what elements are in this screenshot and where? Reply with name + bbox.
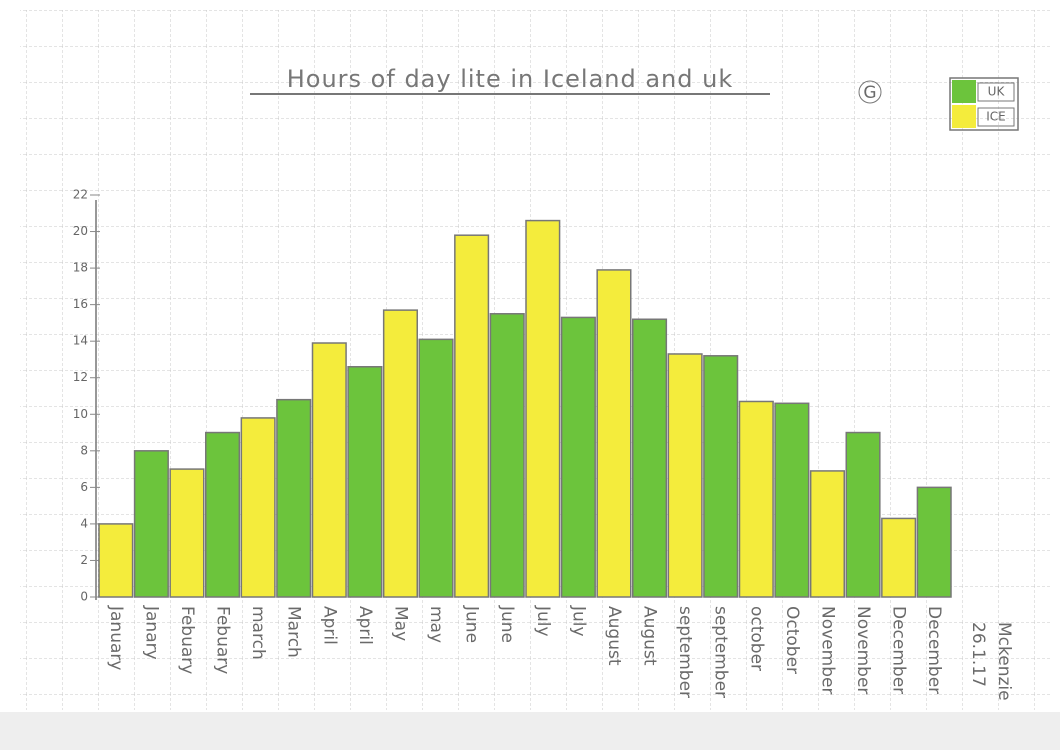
x-tick-label: october bbox=[746, 606, 766, 671]
bar bbox=[703, 355, 739, 598]
legend-label: ICE bbox=[986, 110, 1006, 124]
x-tick-label: December bbox=[924, 606, 944, 694]
bar bbox=[382, 309, 418, 598]
chart-title: Hours of day lite in Iceland and uk bbox=[287, 65, 734, 93]
y-tick-label: 4 bbox=[80, 516, 88, 530]
legend: UK ICE bbox=[949, 77, 1019, 131]
bar bbox=[489, 313, 525, 598]
y-tick-label: 0 bbox=[80, 590, 88, 604]
y-tick-label: 18 bbox=[73, 261, 88, 275]
legend-swatch bbox=[952, 80, 976, 103]
x-tick-label: Janary bbox=[141, 605, 161, 660]
x-tick-label: May bbox=[390, 606, 410, 641]
grade-circle bbox=[858, 80, 882, 104]
y-tick-label: 6 bbox=[80, 480, 88, 494]
x-tick-label: January bbox=[106, 605, 126, 670]
x-tick-label: march bbox=[248, 606, 268, 660]
x-tick-label: Febuary bbox=[177, 606, 197, 674]
bar bbox=[738, 400, 774, 598]
bar bbox=[169, 468, 205, 598]
annotation: Mckenzie bbox=[994, 622, 1014, 701]
bar bbox=[454, 234, 490, 598]
y-tick-label: 16 bbox=[73, 297, 88, 311]
x-tick-label: June bbox=[497, 605, 517, 643]
y-tick-label: 8 bbox=[80, 443, 88, 457]
bar bbox=[347, 366, 383, 598]
bar bbox=[311, 342, 347, 598]
y-tick-label: 20 bbox=[73, 224, 88, 238]
bar bbox=[418, 338, 454, 598]
x-tick-label: December bbox=[889, 606, 909, 694]
bar bbox=[809, 470, 846, 598]
x-tick-label: June bbox=[462, 605, 482, 643]
bar bbox=[916, 486, 952, 598]
x-tick-label: April bbox=[319, 606, 339, 645]
y-tick-label: 22 bbox=[73, 188, 88, 202]
bar bbox=[845, 431, 881, 598]
bar bbox=[774, 402, 810, 598]
x-tick-label: November bbox=[853, 606, 873, 694]
y-tick-label: 12 bbox=[73, 370, 88, 384]
y-tick-label: 14 bbox=[73, 334, 88, 348]
bar bbox=[525, 219, 561, 598]
x-tick-label: August bbox=[604, 606, 624, 666]
bar bbox=[667, 353, 703, 598]
bar bbox=[560, 316, 596, 598]
x-tick-label: August bbox=[640, 606, 660, 666]
bar bbox=[98, 523, 134, 598]
legend-swatch bbox=[952, 105, 976, 128]
bar bbox=[596, 269, 632, 598]
x-tick-label: October bbox=[782, 606, 802, 674]
x-tick-label: may bbox=[426, 606, 446, 643]
x-tick-label: Febuary bbox=[213, 606, 233, 674]
bar bbox=[133, 450, 169, 598]
bar bbox=[881, 517, 917, 598]
annotation: 26.1.17 bbox=[968, 622, 988, 687]
x-tick-label: April bbox=[355, 606, 375, 645]
bar bbox=[276, 398, 312, 598]
legend-box bbox=[977, 107, 1015, 127]
legend-label: UK bbox=[988, 85, 1006, 99]
paper-edge bbox=[0, 712, 1060, 750]
bar bbox=[632, 318, 668, 598]
x-tick-label: March bbox=[284, 606, 304, 658]
y-tick-label: 2 bbox=[80, 553, 88, 567]
x-tick-label: september bbox=[675, 606, 695, 698]
x-tick-label: september bbox=[711, 606, 731, 698]
x-tick-label: July bbox=[568, 605, 588, 637]
x-tick-label: November bbox=[817, 606, 837, 694]
grade: G bbox=[863, 83, 876, 103]
legend-box bbox=[977, 82, 1015, 102]
legend-frame bbox=[949, 77, 1019, 131]
bar bbox=[240, 417, 276, 598]
x-tick-label: July bbox=[533, 605, 553, 637]
y-tick-label: 10 bbox=[73, 407, 88, 421]
bar bbox=[205, 431, 241, 598]
